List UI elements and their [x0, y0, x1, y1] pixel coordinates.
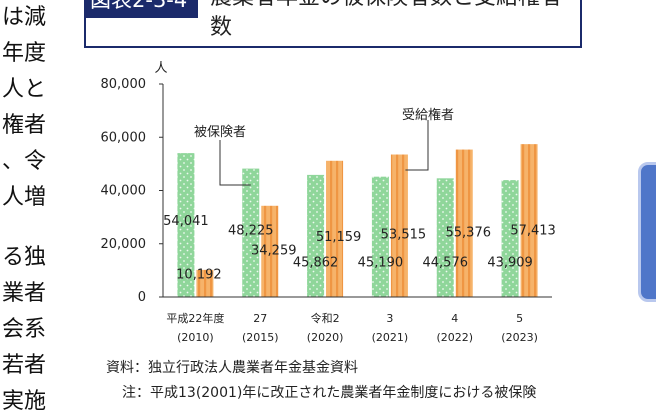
y-tick-label: 20,000	[101, 237, 147, 252]
bar-被保険者	[501, 180, 519, 297]
side-tab[interactable]	[638, 162, 656, 302]
left-text-line: 業者	[2, 281, 47, 306]
data-label-被保険者: 44,576	[423, 255, 469, 270]
data-label-受給権者: 57,413	[510, 223, 556, 238]
data-label-受給権者: 51,159	[316, 230, 362, 245]
callout-line-受給権者	[405, 120, 429, 171]
data-label-被保険者: 48,225	[228, 223, 274, 238]
x-tick-label: 3	[386, 312, 393, 325]
figure-title: 農業者年金の被保険者数と受給権者数	[210, 0, 562, 40]
left-text-line: 人増	[2, 185, 47, 210]
source-label: 資料：	[106, 360, 148, 376]
bar-被保険者	[242, 168, 260, 297]
data-label-被保険者: 43,909	[487, 255, 533, 270]
x-tick-label-year: (2020)	[307, 331, 344, 344]
data-label-受給権者: 10,192	[176, 267, 222, 282]
note-label: 注：	[122, 385, 150, 401]
source-text: 独立行政法人農業者年金基金資料	[148, 360, 358, 376]
notes: 資料：独立行政法人農業者年金基金資料 注：平成13(2001)年に改正された農業…	[106, 356, 536, 406]
data-label-受給権者: 55,376	[446, 226, 492, 241]
x-tick-label-year: (2022)	[436, 331, 473, 344]
y-tick-label: 80,000	[101, 77, 147, 92]
x-tick-label: 5	[516, 312, 523, 325]
bar-受給権者	[390, 154, 408, 297]
x-tick-label: 平成22年度	[166, 311, 224, 325]
data-label-被保険者: 45,190	[358, 255, 404, 270]
figure-label: 図表2-3-4	[86, 0, 198, 18]
x-tick-label-year: (2021)	[372, 331, 409, 344]
left-text-line: は減	[2, 5, 47, 30]
left-column-text: は減年度人と権者、令人増る独業者会系若者実施	[2, 0, 54, 420]
left-text-line: 人と	[2, 77, 47, 102]
bar-被保険者	[177, 153, 195, 297]
x-tick-label: 4	[451, 312, 458, 325]
data-label-受給権者: 34,259	[251, 243, 297, 258]
data-label-被保険者: 45,862	[293, 255, 339, 270]
bar-受給権者	[196, 269, 214, 297]
left-text-line: 、令	[2, 149, 47, 174]
bar-chart: 人 0 20,000 40,000 60,000 80,000 平成22年度 (2010) 27…	[101, 61, 556, 344]
callout-line-被保険者	[219, 140, 251, 186]
note-text: 平成13(2001)年に改正された農業者年金制度における被保険	[150, 385, 537, 401]
y-tick-label: 60,000	[101, 130, 147, 145]
y-axis-unit: 人	[154, 61, 167, 76]
bar-受給権者	[326, 160, 344, 297]
note-row: 注：平成13(2001)年に改正された農業者年金制度における被保険	[106, 381, 536, 406]
left-text-line: る独	[2, 245, 47, 270]
source-row: 資料：独立行政法人農業者年金基金資料	[106, 356, 536, 381]
x-tick-label-year: (2015)	[242, 331, 279, 344]
y-tick-label: 40,000	[101, 184, 147, 199]
data-label-受給権者: 53,515	[381, 228, 427, 243]
left-text-line: 権者	[2, 113, 47, 138]
bar-受給権者	[455, 149, 473, 297]
left-text-line: 若者	[2, 353, 47, 378]
left-text-line: 実施	[2, 389, 47, 414]
legend-label-被保険者: 被保険者	[194, 125, 246, 140]
bar-被保険者	[371, 176, 389, 297]
bar-被保険者	[436, 178, 454, 297]
x-tick-label-year: (2023)	[501, 331, 538, 344]
x-tick-label: 令和2	[311, 311, 340, 325]
bar-被保険者	[307, 174, 325, 297]
bar-受給権者	[261, 205, 279, 297]
x-tick-label-year: (2010)	[177, 331, 214, 344]
left-text-line: 年度	[2, 41, 47, 66]
left-text-line: 会系	[2, 317, 47, 342]
legend-label-受給権者: 受給権者	[402, 107, 454, 123]
figure-title-box: 図表2-3-4 農業者年金の被保険者数と受給権者数	[84, 0, 582, 48]
data-label-被保険者: 54,041	[163, 214, 209, 229]
x-tick-label: 27	[253, 312, 267, 325]
bar-受給権者	[520, 144, 538, 297]
y-tick-label: 0	[138, 290, 146, 305]
